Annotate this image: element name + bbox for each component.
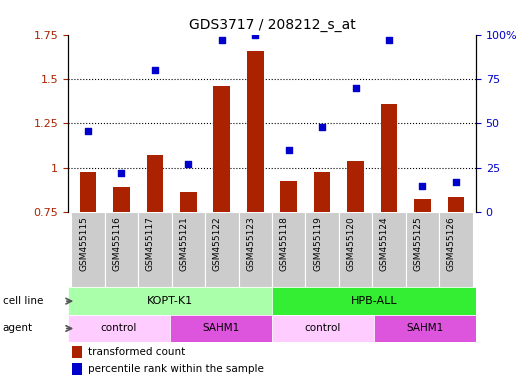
Point [184, 161, 192, 167]
Point [151, 67, 159, 73]
Point [117, 170, 126, 176]
Text: SAHM1: SAHM1 [406, 323, 444, 333]
Bar [71, 212, 105, 288]
Text: percentile rank within the sample: percentile rank within the sample [88, 364, 264, 374]
Bar [238, 212, 272, 288]
Bar [113, 187, 130, 346]
Text: KOPT-K1: KOPT-K1 [147, 296, 193, 306]
Bar [448, 197, 464, 346]
Text: GSM455118: GSM455118 [280, 216, 289, 271]
Bar [305, 212, 339, 288]
Text: agent: agent [3, 323, 33, 333]
Title: GDS3717 / 208212_s_at: GDS3717 / 208212_s_at [189, 18, 355, 32]
Bar [247, 51, 264, 346]
Text: control: control [305, 323, 341, 333]
Bar [172, 212, 205, 288]
Bar [79, 172, 96, 346]
Bar [146, 156, 163, 346]
Point [84, 127, 92, 134]
Bar [314, 172, 331, 346]
Text: GSM455122: GSM455122 [213, 216, 222, 271]
Bar [170, 315, 272, 342]
Text: GSM455124: GSM455124 [380, 216, 389, 271]
Text: SAHM1: SAHM1 [202, 323, 240, 333]
Text: GSM455117: GSM455117 [146, 216, 155, 271]
Text: control: control [101, 323, 137, 333]
Bar [414, 199, 431, 346]
Text: GSM455119: GSM455119 [313, 216, 322, 271]
Bar [272, 288, 476, 315]
Bar [372, 212, 406, 288]
Point [418, 182, 427, 189]
Bar [347, 161, 364, 346]
Bar [374, 315, 476, 342]
Text: GSM455126: GSM455126 [447, 216, 456, 271]
Bar [272, 315, 374, 342]
Point [351, 85, 360, 91]
Text: GSM455116: GSM455116 [112, 216, 121, 271]
Bar [105, 212, 138, 288]
Bar [381, 104, 397, 346]
Bar [272, 212, 305, 288]
Point [452, 179, 460, 185]
Text: GSM455120: GSM455120 [347, 216, 356, 271]
Text: GSM455115: GSM455115 [79, 216, 88, 271]
Bar [72, 346, 82, 358]
Point [385, 37, 393, 43]
Point [218, 37, 226, 43]
Bar [68, 288, 272, 315]
Text: HPB-ALL: HPB-ALL [350, 296, 397, 306]
Text: cell line: cell line [3, 296, 43, 306]
Bar [72, 362, 82, 375]
Bar [213, 86, 230, 346]
Bar [339, 212, 372, 288]
Bar [280, 181, 297, 346]
Point [318, 124, 326, 130]
Bar [138, 212, 172, 288]
Bar [180, 192, 197, 346]
Bar [68, 315, 170, 342]
Text: GSM455121: GSM455121 [179, 216, 188, 271]
Bar [205, 212, 238, 288]
Bar [439, 212, 473, 288]
Text: transformed count: transformed count [88, 347, 186, 357]
Bar [406, 212, 439, 288]
Text: GSM455123: GSM455123 [246, 216, 255, 271]
Text: GSM455125: GSM455125 [413, 216, 423, 271]
Point [285, 147, 293, 153]
Point [251, 31, 259, 38]
